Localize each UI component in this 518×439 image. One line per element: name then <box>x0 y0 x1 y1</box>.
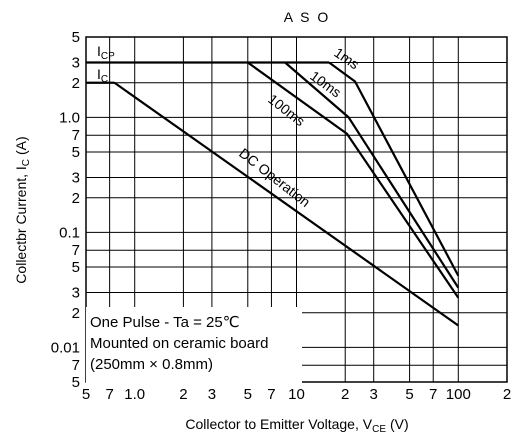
series-line-1ms <box>328 61 460 277</box>
y-tick-label: 1.0 <box>59 109 80 126</box>
series-lines <box>86 61 460 327</box>
y-axis-label: Collectbr Current, IC(A) <box>13 136 32 283</box>
x-tick-label: 3 <box>370 386 378 403</box>
x-tick-label: 3 <box>208 386 216 403</box>
y-tick-label: 5 <box>72 29 80 46</box>
series-line-10ms <box>284 61 460 289</box>
x-tick-label: 7 <box>429 386 437 403</box>
label-ic: IC <box>97 66 108 85</box>
y-tick-label: 0.1 <box>59 224 80 241</box>
annotation-line-3: (250mm × 0.8mm) <box>90 356 213 373</box>
y-tick-label: 5 <box>72 374 80 391</box>
x-tick-label: 7 <box>267 386 275 403</box>
x-tick-label: 2 <box>179 386 187 403</box>
label-icp: ICP <box>97 43 115 62</box>
chart-title: A S O <box>284 9 331 25</box>
x-tick-label: 5 <box>405 386 413 403</box>
y-tick-label: 2 <box>72 305 80 322</box>
y-tick-label: 5 <box>72 144 80 161</box>
y-tick-label: 7 <box>72 127 80 144</box>
series-line-dc-operation <box>113 81 459 327</box>
y-tick-label: 3 <box>72 170 80 187</box>
tick-labels: 5 7 1.0 2 3 5 7 10 2 3 5 7 100 25321.075320.175320.01… <box>51 29 511 403</box>
y-tick-label: 3 <box>72 285 80 302</box>
x-tick-label: 100 <box>446 386 471 403</box>
series-line-100ms <box>247 61 460 299</box>
y-tick-label: 0.01 <box>51 339 80 356</box>
x-tick-label: 2 <box>341 386 349 403</box>
annotation-line-1: One Pulse - Ta = 25℃ <box>90 314 240 331</box>
x-tick-label: 2 <box>503 386 511 403</box>
x-axis-label: Collector to Emitter Voltage, VCE (V) <box>185 416 408 435</box>
annotation-background <box>86 307 302 383</box>
y-tick-label: 5 <box>72 259 80 276</box>
y-tick-label: 7 <box>72 242 80 259</box>
y-tick-label: 2 <box>72 75 80 92</box>
annotation-line-2: Mounted on ceramic board <box>90 335 268 352</box>
y-tick-label: 2 <box>72 190 80 207</box>
x-tick-label: 7 <box>105 386 113 403</box>
y-tick-label: 7 <box>72 357 80 374</box>
y-tick-label: 3 <box>72 55 80 72</box>
x-tick-label: 5 <box>82 386 90 403</box>
label-10ms: 10ms <box>307 67 344 100</box>
x-tick-label: 1.0 <box>124 386 145 403</box>
x-tick-label: 5 <box>244 386 252 403</box>
x-tick-label: 10 <box>288 386 305 403</box>
